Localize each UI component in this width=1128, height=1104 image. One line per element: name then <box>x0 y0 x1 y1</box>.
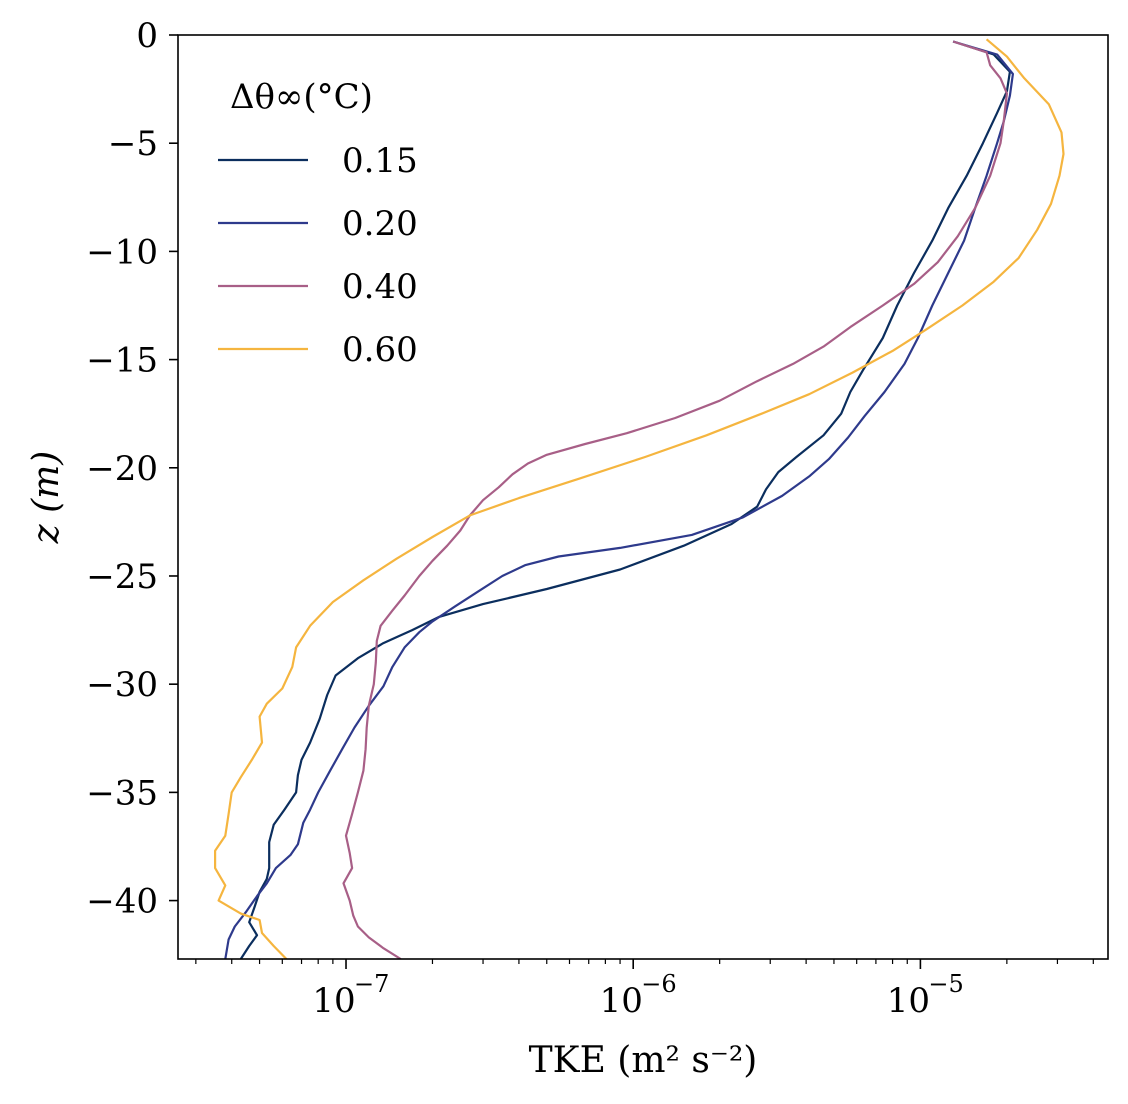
y-tick-label: −20 <box>86 449 158 489</box>
x-axis: 10−7 10−6 10−5 <box>195 959 1094 1021</box>
y-axis-label: z (m) <box>26 451 67 545</box>
x-axis-label: TKE (m² s⁻²) <box>529 1040 758 1081</box>
x-tick-label: 10 <box>887 981 930 1021</box>
legend-label-0: 0.15 <box>342 141 418 181</box>
legend-label-2: 0.40 <box>342 267 418 307</box>
legend-label-1: 0.20 <box>342 204 418 244</box>
x-tick-label: 10 <box>600 981 643 1021</box>
plot-frame <box>177 34 1109 960</box>
y-tick-label: −5 <box>108 124 158 164</box>
x-tick-exponent: −6 <box>641 970 676 998</box>
y-tick-label: −30 <box>86 665 158 705</box>
series-layer <box>214 38 1065 959</box>
legend: Δθ∞(°C) 0.15 0.20 0.40 0.60 <box>218 77 418 370</box>
y-tick-label: −40 <box>86 882 158 922</box>
series-line-3 <box>214 38 1065 959</box>
y-axis: 0 −5 −10 −15 −20 −25 −30 −35 −40 <box>86 16 178 922</box>
legend-label-3: 0.60 <box>342 330 418 370</box>
y-tick-label: −10 <box>86 232 158 272</box>
series-line-0 <box>239 40 1011 959</box>
x-tick-exponent: −7 <box>354 970 389 998</box>
series-line-2 <box>342 40 1008 959</box>
y-tick-label: −15 <box>86 341 158 381</box>
y-tick-label: 0 <box>136 16 158 56</box>
y-tick-label: −35 <box>86 773 158 813</box>
y-tick-label: −25 <box>86 557 158 597</box>
series-line-1 <box>224 40 1014 959</box>
legend-title: Δθ∞(°C) <box>230 77 373 117</box>
x-tick-label: 10 <box>312 981 355 1021</box>
x-tick-exponent: −5 <box>928 970 963 998</box>
